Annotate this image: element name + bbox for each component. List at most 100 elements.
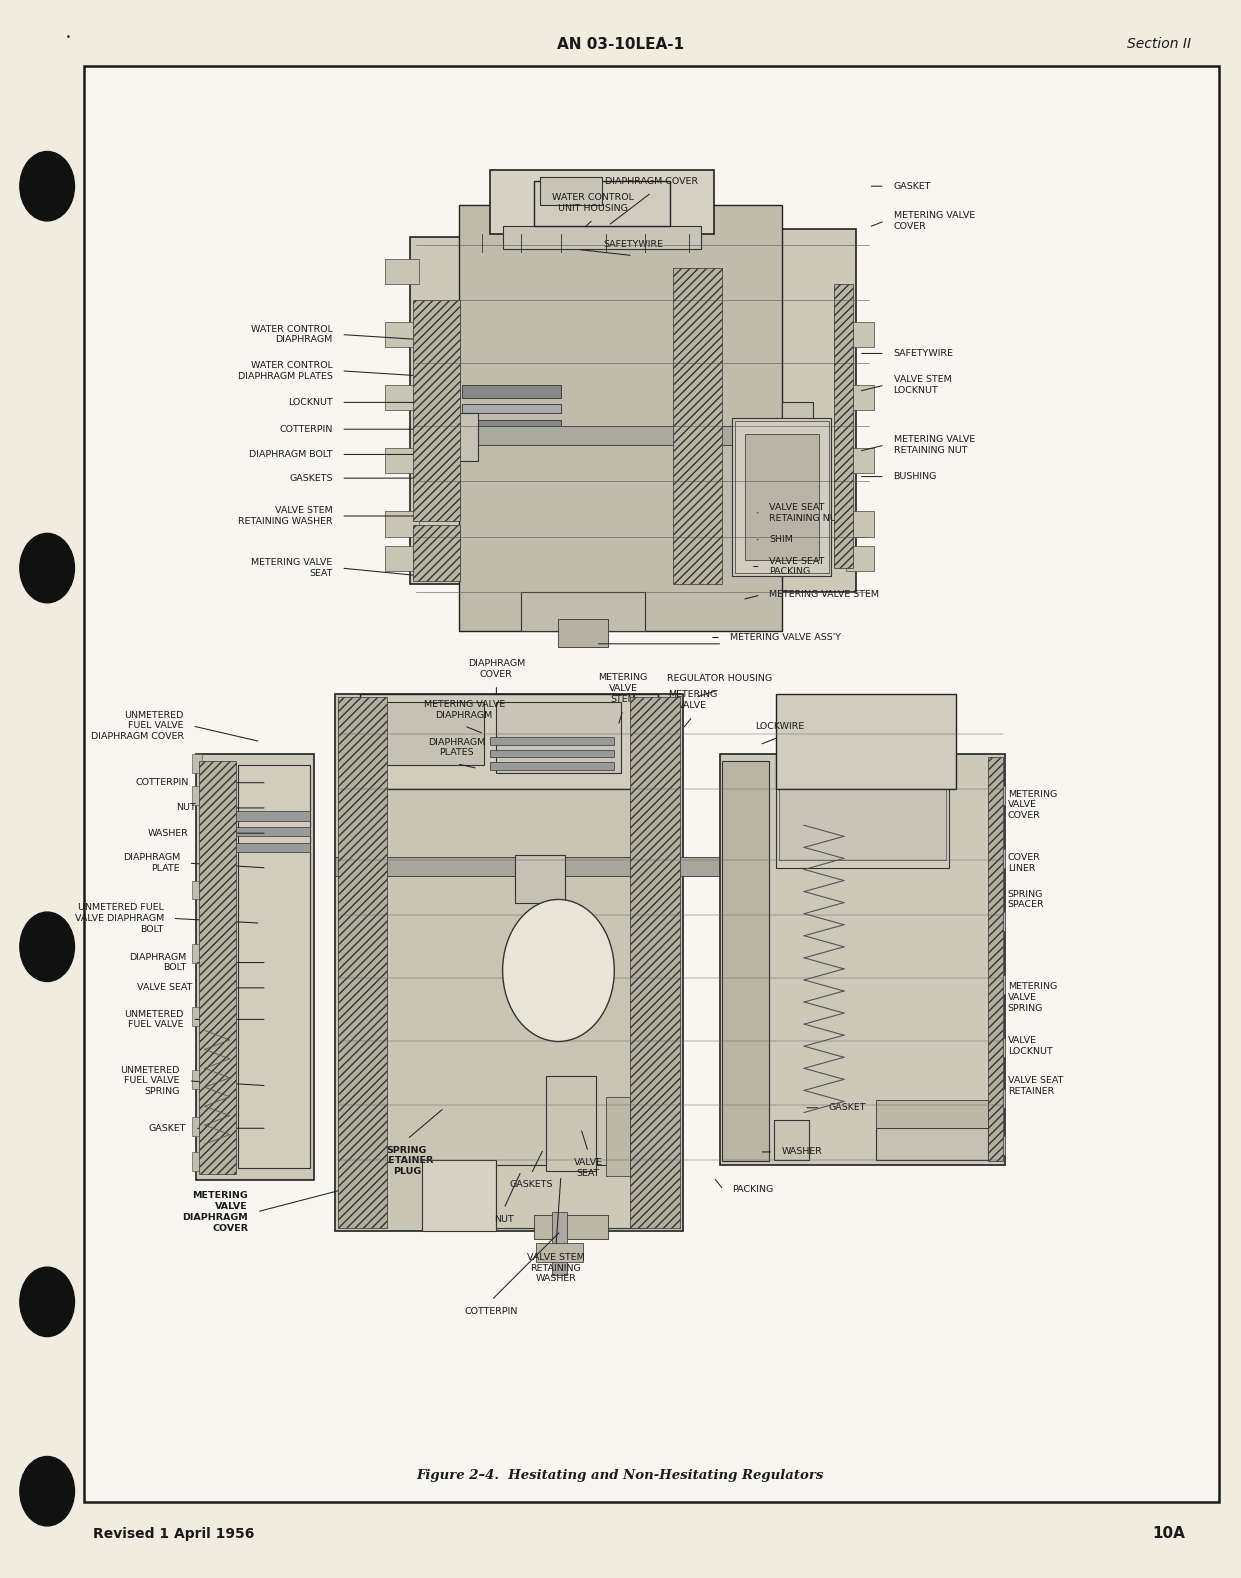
Bar [385,546,419,571]
Bar [192,1117,202,1136]
Bar [462,420,561,429]
Circle shape [20,1267,74,1337]
Text: VALVE
SEAT: VALVE SEAT [573,1158,603,1179]
Bar [540,177,602,205]
Bar [784,757,946,776]
Bar [630,697,680,1228]
Text: METERING VALVE
COVER: METERING VALVE COVER [894,211,974,230]
Bar [385,322,419,347]
Bar [196,754,314,1180]
Bar [490,750,614,757]
Bar [779,765,946,860]
Bar [385,259,419,284]
Bar [546,1076,596,1171]
Bar [782,402,813,466]
Bar [776,694,956,789]
Bar [490,762,614,770]
Circle shape [20,533,74,603]
Bar [735,421,829,573]
Circle shape [20,1456,74,1526]
Bar [490,737,614,745]
Text: WASHER: WASHER [782,1147,823,1157]
Bar [385,511,419,537]
Text: BUSHING: BUSHING [894,472,937,481]
Bar [876,1100,988,1128]
Text: SPRING
RETAINER
PLUG: SPRING RETAINER PLUG [381,1146,433,1176]
Text: UNMETERED
FUEL VALVE: UNMETERED FUEL VALVE [124,1010,184,1029]
Bar [422,1160,496,1231]
Text: COTTERPIN: COTTERPIN [464,1307,519,1316]
Bar [335,857,856,876]
Text: GASKET: GASKET [894,181,931,191]
Bar [205,827,310,836]
Bar [846,385,874,410]
Text: METERING VALVE STEM: METERING VALVE STEM [769,590,880,600]
Text: 10A: 10A [1153,1526,1185,1542]
Text: UNMETERED FUEL
VALVE DIAPHRAGM
BOLT: UNMETERED FUEL VALVE DIAPHRAGM BOLT [74,903,164,934]
Text: COTTERPIN: COTTERPIN [135,778,189,787]
Bar [534,1215,608,1239]
Bar [776,757,949,868]
Bar [205,811,310,821]
Bar [462,385,561,398]
Circle shape [20,912,74,982]
Text: Revised 1 April 1956: Revised 1 April 1956 [93,1528,254,1540]
Text: DIAPHRAGM COVER: DIAPHRAGM COVER [604,177,699,186]
Text: LOCKNUT: LOCKNUT [288,398,333,407]
Bar [385,702,484,765]
Text: Figure 2–4.  Hesitating and Non-Hesitating Regulators: Figure 2–4. Hesitating and Non-Hesitatin… [417,1469,824,1482]
Text: LOCKWIRE: LOCKWIRE [755,721,804,731]
Bar [720,754,1005,1165]
Bar [993,1089,1005,1108]
Text: VALVE STEM
LOCKNUT: VALVE STEM LOCKNUT [894,376,952,394]
Bar [335,694,683,1231]
Bar [459,426,807,445]
Text: VALVE STEM
RETAINING
WASHER: VALVE STEM RETAINING WASHER [527,1253,585,1283]
Text: Section II: Section II [1127,38,1191,50]
Text: METERING VALVE
DIAPHRAGM: METERING VALVE DIAPHRAGM [423,699,505,720]
Text: METERING
VALVE
COVER: METERING VALVE COVER [1008,789,1057,821]
Text: WATER CONTROL
DIAPHRAGM PLATES: WATER CONTROL DIAPHRAGM PLATES [238,361,333,380]
Text: SAFETYWIRE: SAFETYWIRE [603,240,663,249]
Text: UNMETERED
FUEL VALVE
DIAPHRAGM COVER: UNMETERED FUEL VALVE DIAPHRAGM COVER [91,710,184,742]
Text: NUT: NUT [494,1215,514,1225]
Text: COTTERPIN: COTTERPIN [279,424,333,434]
Text: VALVE SEAT: VALVE SEAT [137,983,192,993]
Text: PACKING: PACKING [732,1185,773,1195]
Bar [846,448,874,473]
Bar [558,619,608,647]
Bar [453,413,478,461]
Text: SPRING
SPACER: SPRING SPACER [1008,890,1045,909]
Text: SHIM: SHIM [769,535,793,544]
Bar [534,181,670,226]
Text: VALVE
LOCKNUT: VALVE LOCKNUT [1008,1037,1052,1056]
Text: GASKET: GASKET [149,1124,186,1133]
Text: DIAPHRAGM
PLATE: DIAPHRAGM PLATE [123,854,180,873]
Bar [536,1243,583,1262]
Bar [360,694,658,789]
Text: GASKETS: GASKETS [509,1180,553,1190]
Text: DIAPHRAGM
COVER: DIAPHRAGM COVER [468,658,525,679]
Bar [515,855,565,903]
Bar [192,1152,202,1171]
Bar [846,511,874,537]
Text: WATER CONTROL
UNIT HOUSING: WATER CONTROL UNIT HOUSING [552,193,634,213]
Text: AN 03-10LEA-1: AN 03-10LEA-1 [557,36,684,52]
Circle shape [503,899,614,1041]
Bar [988,757,1003,1161]
Text: WATER CONTROL
DIAPHRAGM: WATER CONTROL DIAPHRAGM [251,325,333,344]
Bar [732,418,831,576]
Bar [413,300,460,521]
Text: REGULATOR HOUSING: REGULATOR HOUSING [668,674,772,683]
Bar [462,404,561,413]
Text: SAFETYWIRE: SAFETYWIRE [894,349,953,358]
Text: GASKET: GASKET [829,1103,866,1112]
Bar [846,322,874,347]
Bar [199,761,236,1174]
Text: NUT: NUT [176,803,196,813]
Bar [552,1212,567,1275]
Bar [459,205,782,631]
Text: •: • [66,33,71,43]
Text: DIAPHRAGM
BOLT: DIAPHRAGM BOLT [129,953,186,972]
Bar [205,843,310,852]
